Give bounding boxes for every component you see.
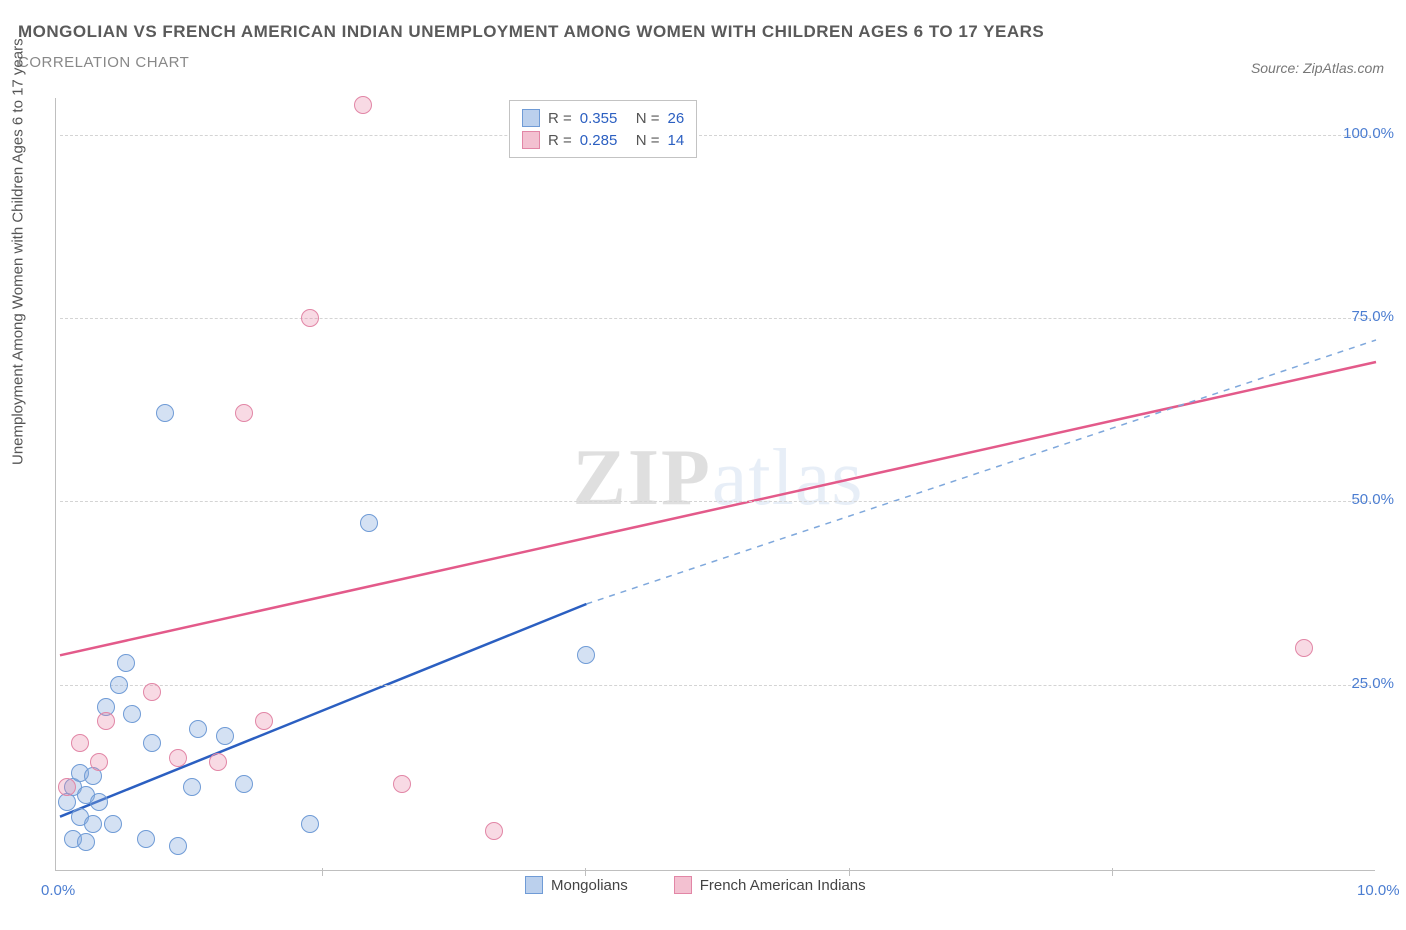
y-axis-label: Unemployment Among Women with Children A…	[10, 38, 27, 465]
scatter-point-french-american-indians	[97, 712, 115, 730]
swatch-french	[522, 131, 540, 149]
chart-area: ZIPatlas	[55, 98, 1375, 871]
x-tick-label: 10.0%	[1357, 882, 1400, 899]
scatter-point-french-american-indians	[255, 712, 273, 730]
n-value-french: 14	[668, 132, 685, 149]
scatter-point-french-american-indians	[235, 404, 253, 422]
scatter-point-mongolians	[183, 778, 201, 796]
scatter-point-mongolians	[90, 793, 108, 811]
scatter-point-mongolians	[156, 404, 174, 422]
scatter-point-french-american-indians	[485, 822, 503, 840]
title-block: MONGOLIAN VS FRENCH AMERICAN INDIAN UNEM…	[18, 22, 1044, 71]
scatter-point-french-american-indians	[143, 683, 161, 701]
n-label: N =	[636, 110, 660, 127]
plot-svg	[60, 98, 1376, 868]
legend-row-mongolians: R = 0.355 N = 26	[522, 107, 684, 129]
plot-area: ZIPatlas	[60, 98, 1376, 868]
scatter-point-french-american-indians	[71, 734, 89, 752]
r-value-french: 0.285	[580, 132, 628, 149]
swatch-mongolians	[522, 109, 540, 127]
scatter-point-french-american-indians	[1295, 639, 1313, 657]
y-tick-label: 75.0%	[1351, 308, 1394, 325]
scatter-point-mongolians	[301, 815, 319, 833]
scatter-point-mongolians	[189, 720, 207, 738]
scatter-point-mongolians	[137, 830, 155, 848]
regression-line	[586, 340, 1376, 604]
x-tick-mark	[585, 868, 586, 876]
source-attribution: Source: ZipAtlas.com	[1251, 60, 1384, 76]
scatter-point-french-american-indians	[169, 749, 187, 767]
scatter-point-french-american-indians	[58, 778, 76, 796]
x-tick-mark	[849, 868, 850, 876]
scatter-point-french-american-indians	[90, 753, 108, 771]
legend-row-french: R = 0.285 N = 14	[522, 129, 684, 151]
x-tick-mark	[322, 868, 323, 876]
page-title: MONGOLIAN VS FRENCH AMERICAN INDIAN UNEM…	[18, 22, 1044, 42]
scatter-point-mongolians	[143, 734, 161, 752]
gridline-h	[60, 501, 1376, 502]
scatter-point-mongolians	[110, 676, 128, 694]
r-value-mongolians: 0.355	[580, 110, 628, 127]
y-tick-label: 25.0%	[1351, 675, 1394, 692]
page-subtitle: CORRELATION CHART	[18, 54, 1044, 71]
r-label: R =	[548, 110, 572, 127]
scatter-point-french-american-indians	[301, 309, 319, 327]
scatter-point-mongolians	[216, 727, 234, 745]
scatter-point-mongolians	[360, 514, 378, 532]
series-label-french: French American Indians	[700, 877, 866, 894]
scatter-point-mongolians	[104, 815, 122, 833]
scatter-point-mongolians	[235, 775, 253, 793]
swatch-mongolians	[525, 876, 543, 894]
scatter-point-french-american-indians	[354, 96, 372, 114]
scatter-point-french-american-indians	[393, 775, 411, 793]
gridline-h	[60, 318, 1376, 319]
scatter-point-mongolians	[77, 833, 95, 851]
scatter-point-mongolians	[84, 815, 102, 833]
n-label: N =	[636, 132, 660, 149]
gridline-h	[60, 685, 1376, 686]
y-tick-label: 50.0%	[1351, 491, 1394, 508]
x-tick-mark	[1112, 868, 1113, 876]
series-legend: Mongolians French American Indians	[525, 876, 866, 894]
source-name: ZipAtlas.com	[1303, 60, 1384, 76]
r-label: R =	[548, 132, 572, 149]
y-tick-label: 100.0%	[1343, 125, 1394, 142]
x-tick-label: 0.0%	[41, 882, 75, 899]
scatter-point-mongolians	[169, 837, 187, 855]
scatter-point-french-american-indians	[209, 753, 227, 771]
swatch-french	[674, 876, 692, 894]
scatter-point-mongolians	[577, 646, 595, 664]
scatter-point-mongolians	[123, 705, 141, 723]
n-value-mongolians: 26	[668, 110, 685, 127]
series-label-mongolians: Mongolians	[551, 877, 628, 894]
source-label: Source:	[1251, 60, 1299, 76]
correlation-legend: R = 0.355 N = 26 R = 0.285 N = 14	[509, 100, 697, 158]
gridline-h	[60, 135, 1376, 136]
scatter-point-mongolians	[117, 654, 135, 672]
